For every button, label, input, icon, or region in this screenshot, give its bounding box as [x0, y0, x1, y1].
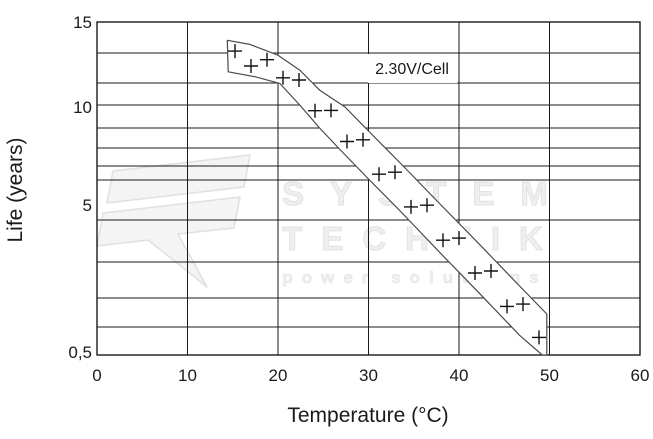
- x-axis-title: Temperature (°C): [287, 404, 448, 427]
- watermark-logo-bottom-bar-tail: [96, 196, 241, 288]
- voltage-annotation-label: 2.30V/Cell: [375, 61, 449, 78]
- x-tick-label: 40: [450, 366, 469, 385]
- y-tick-label: 5: [83, 196, 92, 215]
- y-tick-label: 15: [73, 13, 92, 32]
- voltage-annotation-box: [368, 54, 457, 83]
- x-tick-label: 60: [631, 366, 650, 385]
- life-band: [226, 39, 548, 356]
- plus-markers: [228, 44, 546, 345]
- watermark-text-technik: TECHNIK: [282, 220, 562, 257]
- axis-tick-labels: 15 10 5 0,50 10 20 30 40 50 60: [68, 13, 649, 385]
- x-tick-label: 20: [269, 366, 288, 385]
- x-tick-label: 0: [92, 366, 101, 385]
- x-tick-label: 50: [540, 366, 559, 385]
- x-tick-label: 10: [178, 366, 197, 385]
- voltage-annotation: 2.30V/Cell: [368, 54, 457, 83]
- y-tick-label: 0,5: [68, 343, 92, 362]
- band-hatch-markers: [228, 44, 546, 345]
- watermark-logo-top-bar: [106, 154, 251, 204]
- plot-border: [96, 21, 641, 356]
- y-tick-label: 10: [73, 98, 92, 117]
- y-axis-title: Life (years): [4, 137, 27, 242]
- watermark-flash-logo: [96, 154, 251, 288]
- life-band-outline: [226, 39, 548, 356]
- watermark: SYSTEM TECHNIK power solutions: [96, 154, 562, 288]
- grid-lines: [96, 21, 641, 356]
- x-tick-label: 30: [359, 366, 378, 385]
